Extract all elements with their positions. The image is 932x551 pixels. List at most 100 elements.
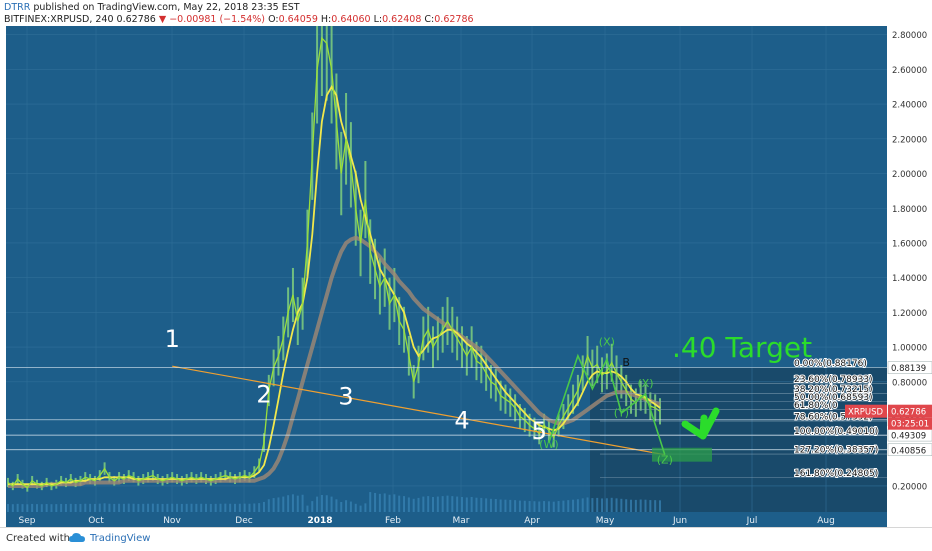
corrective-wave-path xyxy=(548,353,666,455)
y-tick-11: 0.20000 xyxy=(892,482,927,492)
volume-bar-101 xyxy=(494,498,497,512)
volume-bar-32 xyxy=(161,503,164,512)
y-tick-7: 1.40000 xyxy=(892,274,927,284)
volume-bar-134 xyxy=(654,500,657,512)
volume-bar-79 xyxy=(388,494,391,512)
y-tick-4: 2.00000 xyxy=(892,170,927,180)
volume-bar-52 xyxy=(258,503,261,512)
open-value: 0.64059 xyxy=(278,14,318,25)
volume-bar-38 xyxy=(190,503,193,512)
volume-bar-9 xyxy=(50,504,53,512)
volume-bar-95 xyxy=(465,497,468,512)
volume-bar-40 xyxy=(200,503,203,512)
volume-bar-28 xyxy=(142,503,145,512)
x-tick-4: 2018 xyxy=(307,516,332,526)
volume-bar-11 xyxy=(60,503,63,512)
publish-line: DTRR published on TradingView.com, May 2… xyxy=(4,2,300,13)
fib-label-2: 38.20%(0.73215) xyxy=(794,385,873,395)
volume-bar-111 xyxy=(543,501,546,512)
volume-bar-62 xyxy=(306,505,309,512)
volume-bar-2 xyxy=(16,503,19,512)
volume-bar-33 xyxy=(166,503,169,512)
volume-bar-23 xyxy=(118,503,121,512)
y-tick-0: 2.80000 xyxy=(892,31,927,41)
volume-bar-100 xyxy=(489,498,492,512)
volume-bar-114 xyxy=(557,501,560,512)
volume-bar-85 xyxy=(417,497,420,512)
volume-bar-83 xyxy=(407,497,410,512)
volume-bar-26 xyxy=(132,503,135,512)
volume-bar-43 xyxy=(214,503,217,512)
y-tick-6: 1.60000 xyxy=(892,239,927,249)
volume-bar-44 xyxy=(219,503,222,512)
high-label: H: xyxy=(320,14,332,25)
volume-bar-113 xyxy=(552,501,555,512)
axis-level-label-2: 0.49309 xyxy=(891,432,926,442)
volume-bar-116 xyxy=(567,500,570,512)
volume-bar-97 xyxy=(475,497,478,512)
volume-bar-75 xyxy=(369,492,372,512)
volume-bar-54 xyxy=(267,499,270,512)
corrective-label-3: (W) xyxy=(539,438,558,451)
volume-bar-35 xyxy=(176,503,179,512)
volume-bar-110 xyxy=(538,501,541,512)
volume-bar-77 xyxy=(378,493,381,512)
created-with-text: Created with xyxy=(6,533,70,544)
x-tick-8: May xyxy=(596,516,615,526)
volume-bar-20 xyxy=(103,503,106,512)
y-tick-3: 2.20000 xyxy=(892,135,927,145)
volume-bar-128 xyxy=(625,499,628,512)
volume-bar-80 xyxy=(393,494,396,512)
volume-bar-39 xyxy=(195,503,198,512)
volume-bar-106 xyxy=(518,500,521,512)
volume-bar-76 xyxy=(374,492,377,512)
chart-header: DTRR published on TradingView.com, May 2… xyxy=(0,0,932,26)
volume-bar-89 xyxy=(436,496,439,512)
volume-bar-69 xyxy=(340,502,343,512)
y-tick-10: 0.80000 xyxy=(892,378,927,388)
volume-bar-64 xyxy=(316,496,319,512)
volume-bar-104 xyxy=(509,499,512,512)
y-tick-8: 1.20000 xyxy=(892,309,927,319)
time-axis[interactable] xyxy=(6,512,887,527)
volume-bar-13 xyxy=(69,503,72,512)
volume-bar-131 xyxy=(639,499,642,512)
volume-bar-50 xyxy=(248,503,251,512)
tradingview-logo-text[interactable]: TradingView xyxy=(90,533,151,544)
price-chart[interactable]: 0.881390.581150.493090.408560.00%(0.8817… xyxy=(0,26,932,527)
volume-bar-14 xyxy=(74,504,77,512)
volume-bar-72 xyxy=(354,503,357,512)
volume-bar-74 xyxy=(364,503,367,512)
symbol-tag-bg xyxy=(845,404,887,418)
volume-bar-98 xyxy=(480,497,483,512)
fib-label-7: 127.20%(0.38357) xyxy=(794,446,878,456)
volume-bar-99 xyxy=(485,498,488,512)
corrective-label-1: (X) xyxy=(637,377,653,390)
x-tick-10: Jul xyxy=(746,516,758,526)
fib-label-1: 23.60%(0.78933) xyxy=(794,375,873,385)
last-price: 0.62786 xyxy=(116,14,156,25)
high-value: 0.64060 xyxy=(331,14,371,25)
volume-bar-29 xyxy=(147,503,150,512)
price-change: ▼ −0.00981 (−1.54%) xyxy=(158,14,266,25)
volume-bar-88 xyxy=(432,497,435,512)
axis-level-label-3: 0.40856 xyxy=(891,446,926,456)
volume-bar-127 xyxy=(620,498,623,512)
volume-bar-115 xyxy=(562,500,565,512)
low-label: L: xyxy=(373,14,383,25)
ohlc-line: BITFINEX:XRPUSD, 240 0.62786 ▼ −0.00981 … xyxy=(4,14,474,25)
volume-bar-19 xyxy=(98,503,101,512)
wave-label-2: 2 xyxy=(256,381,271,409)
volume-bar-6 xyxy=(35,504,38,512)
volume-bar-124 xyxy=(605,498,608,512)
x-tick-9: Jun xyxy=(672,516,687,526)
volume-bar-130 xyxy=(634,499,637,512)
x-tick-3: Dec xyxy=(235,516,252,526)
volume-bar-36 xyxy=(180,503,183,512)
volume-bar-0 xyxy=(7,504,9,512)
series-line-2 xyxy=(8,235,661,488)
volume-bar-122 xyxy=(596,497,599,512)
volume-bar-17 xyxy=(89,503,92,512)
volume-bar-66 xyxy=(325,495,328,512)
author-link[interactable]: DTRR xyxy=(4,2,31,13)
